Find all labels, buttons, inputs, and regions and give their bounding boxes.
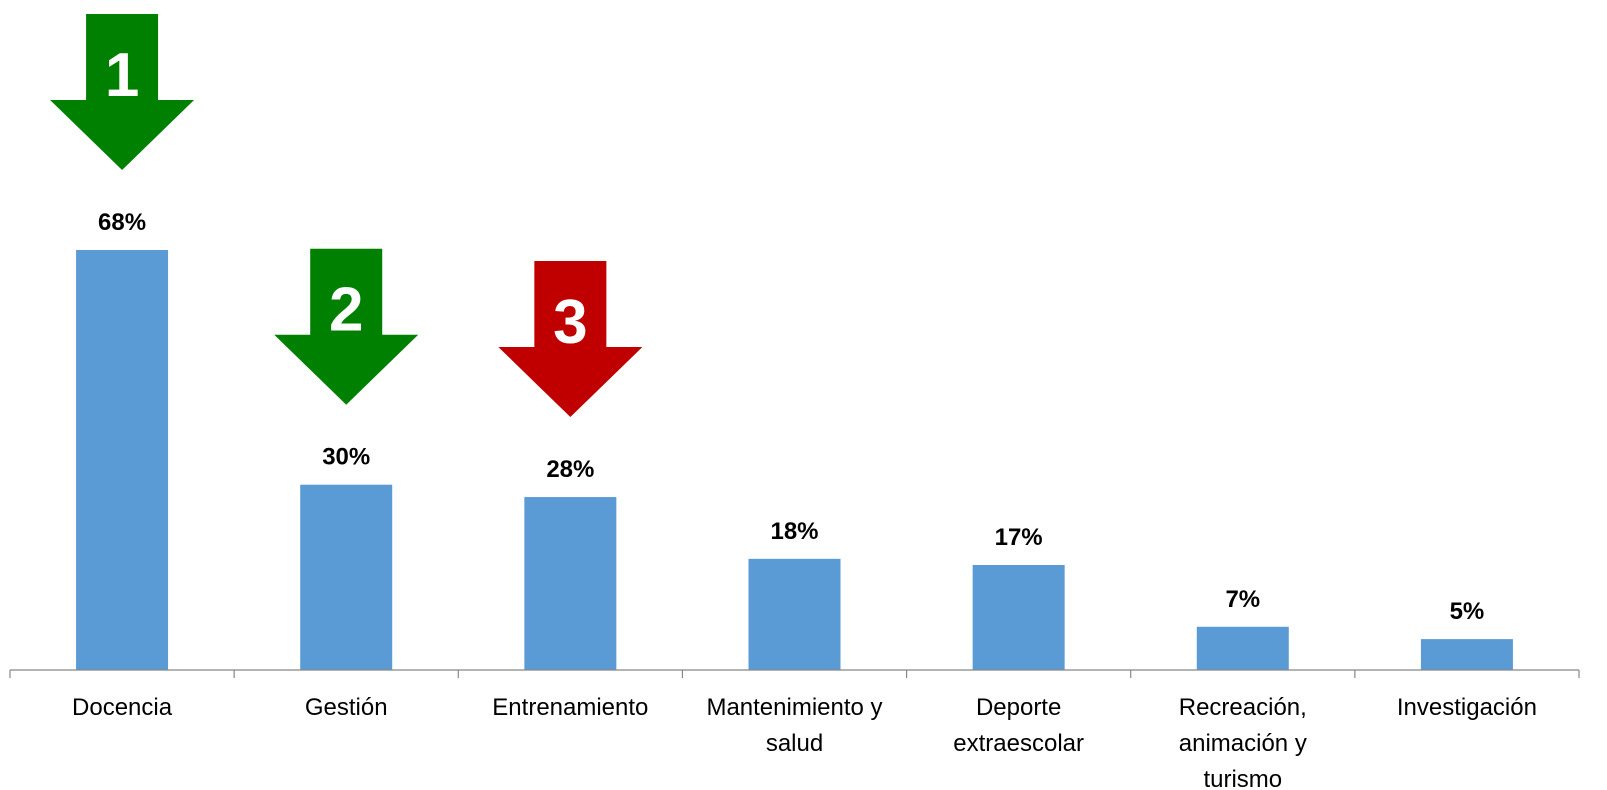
- category-label-line: Recreación,: [1179, 694, 1307, 721]
- bar: [76, 250, 169, 670]
- category-label: Recreación, animación y turismo: [1179, 694, 1307, 790]
- category-label-line: Entrenamiento: [492, 694, 648, 721]
- category-label-line: salud: [766, 730, 823, 757]
- category-label-line: turismo: [1203, 766, 1282, 790]
- category-label: Mantenimiento y salud: [706, 694, 882, 757]
- category-label-line: Deporte: [976, 694, 1061, 721]
- bar: [1196, 626, 1289, 670]
- rank-arrow: 2: [274, 248, 419, 405]
- category-label-line: extraescolar: [953, 730, 1084, 757]
- bar: [748, 558, 841, 670]
- bar: [524, 497, 617, 670]
- down-arrow-icon: [498, 261, 643, 418]
- rank-number: 2: [329, 276, 363, 345]
- category-label: Deporte extraescolar: [953, 694, 1084, 757]
- category-label-line: animación y: [1179, 730, 1307, 757]
- value-label: 30%: [322, 444, 370, 471]
- rank-arrow: 3: [498, 261, 643, 418]
- value-label: 28%: [546, 456, 594, 483]
- rank-arrow: 1: [50, 14, 195, 170]
- rank-number: 1: [105, 41, 139, 110]
- category-label-line: Gestión: [305, 694, 388, 721]
- category-label: Docencia: [72, 694, 173, 721]
- bar: [300, 484, 393, 670]
- down-arrow-icon: [50, 14, 195, 170]
- category-label: Gestión: [305, 694, 388, 721]
- category-label-line: Docencia: [72, 694, 173, 721]
- bar: [972, 565, 1065, 670]
- value-label: 18%: [770, 518, 818, 545]
- rank-number: 3: [553, 288, 587, 357]
- value-label: 7%: [1225, 586, 1260, 613]
- value-label: 68%: [98, 209, 146, 236]
- down-arrow-icon: [274, 248, 419, 405]
- value-label: 5%: [1450, 598, 1485, 625]
- bar: [1420, 639, 1513, 670]
- category-label: Investigación: [1397, 694, 1537, 721]
- category-label-line: Mantenimiento y: [706, 694, 882, 721]
- category-label-line: Investigación: [1397, 694, 1537, 721]
- value-label: 17%: [995, 524, 1043, 551]
- category-label: Entrenamiento: [492, 694, 648, 721]
